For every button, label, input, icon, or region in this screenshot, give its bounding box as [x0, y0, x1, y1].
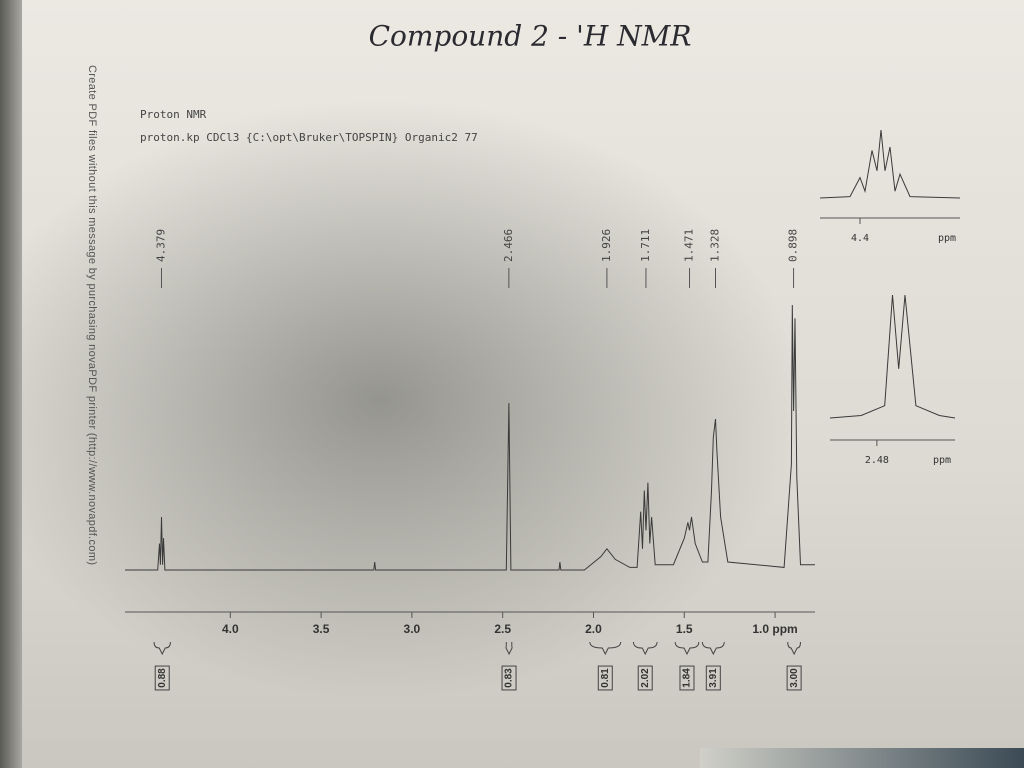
x-tick-label: 4.0	[222, 622, 239, 636]
x-tick-label: 1.5	[676, 622, 693, 636]
peak-label: 1.471	[683, 229, 696, 262]
integral-label: 3.91	[708, 668, 719, 688]
integral-label: 0.81	[600, 668, 611, 688]
x-tick-label: 4.4	[851, 233, 869, 244]
integral-bracket	[505, 641, 513, 656]
integral-label: 0.88	[157, 668, 168, 688]
desk-strip	[700, 748, 1024, 768]
integral-box	[501, 665, 517, 691]
integral-bracket	[632, 641, 658, 656]
spectrum-line	[829, 294, 956, 419]
paper-edge	[0, 0, 22, 768]
integral-box	[637, 665, 653, 691]
integral-bracket	[787, 641, 801, 656]
peak-label: 2.466	[502, 229, 515, 262]
x-tick-label: 3.5	[313, 622, 330, 636]
watermark: Create PDF files without this message by…	[86, 65, 98, 565]
x-tick-label: 2.0	[585, 622, 602, 636]
handwritten-title: Compound 2 - 'H NMR	[369, 20, 692, 53]
integral-label: 1.84	[682, 668, 693, 688]
integral-bracket	[674, 641, 700, 656]
spectrum-line	[125, 304, 815, 571]
integral-bracket	[589, 641, 622, 656]
x-tick-label: 3.0	[404, 622, 421, 636]
peak-label: 1.328	[708, 229, 721, 262]
x-axis-label: ppm	[938, 233, 956, 244]
peak-label: 1.926	[600, 229, 613, 262]
x-tick-label: 1.0 ppm	[752, 622, 797, 636]
integral-box	[154, 665, 170, 691]
x-tick-label: 2.5	[494, 622, 511, 636]
integral-bracket	[153, 641, 171, 656]
integral-box	[786, 665, 802, 691]
x-axis-label: ppm	[933, 455, 951, 466]
integral-label: 3.00	[789, 668, 800, 688]
integral-label: 2.02	[640, 668, 651, 688]
x-tick-label: 2.48	[865, 455, 889, 466]
peak-label: 4.379	[154, 229, 167, 262]
integral-box	[597, 665, 613, 691]
annotation: proton.kp CDCl3 {C:\opt\Bruker\TOPSPIN} …	[140, 131, 478, 144]
integral-box	[705, 665, 721, 691]
subtitle: Proton NMR	[140, 108, 207, 121]
peak-label: 1.711	[639, 229, 652, 262]
integral-box	[679, 665, 695, 691]
spectrum-line	[819, 129, 961, 199]
peak-label: 0.898	[787, 229, 800, 262]
integral-bracket	[701, 641, 725, 656]
integral-label: 0.83	[504, 668, 515, 688]
